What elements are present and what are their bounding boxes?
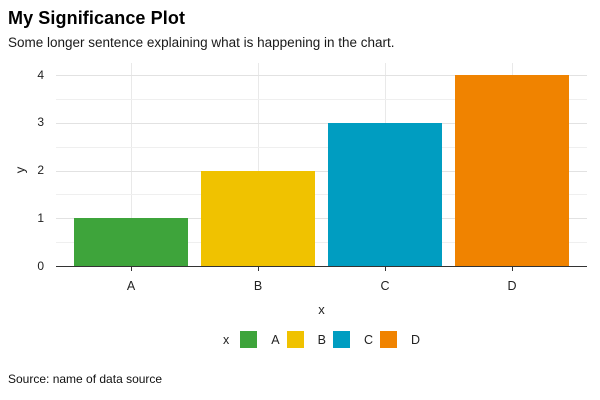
h-gridline-major-2: [56, 170, 587, 172]
x-tick-B: [257, 267, 259, 271]
legend-item-C: C: [332, 331, 373, 348]
legend-label-B: B: [317, 332, 326, 347]
legend-swatch-A: [240, 331, 258, 348]
h-gridline-minor-2.5: [56, 146, 587, 148]
h-gridline-minor-0.5: [56, 242, 587, 244]
bar-A: [74, 218, 188, 266]
h-gridline-major-3: [56, 122, 587, 124]
y-axis-title: y: [12, 166, 28, 174]
legend-swatch-D: [379, 331, 397, 348]
x-tick-label-B: B: [253, 279, 263, 293]
x-tick-D: [511, 267, 513, 271]
bar-C: [328, 122, 442, 266]
x-tick-label-C: C: [380, 279, 390, 293]
chart-title: My Significance Plot: [8, 8, 186, 28]
legend-swatch-C: [332, 331, 350, 348]
y-tick-label-0: 0: [37, 258, 44, 273]
x-tick-C: [384, 267, 386, 271]
h-gridline-minor-3.5: [56, 98, 587, 100]
v-gridline-B: [257, 63, 259, 266]
source-note: Source: name of data source: [8, 372, 163, 386]
x-tick-A: [130, 267, 132, 271]
y-tick-label-1: 1: [37, 210, 44, 225]
y-tick-label-4: 4: [37, 67, 44, 82]
h-gridline-major-4: [56, 75, 587, 76]
legend-item-B: B: [286, 331, 326, 348]
chart-subtitle: Some longer sentence explaining what is …: [8, 35, 395, 50]
y-tick-label-3: 3: [37, 115, 44, 130]
v-gridline-A: [130, 63, 132, 266]
y-tick-label-2: 2: [37, 163, 44, 177]
bar-B: [201, 170, 315, 266]
legend-label-A: A: [271, 332, 280, 347]
x-tick-label-D: D: [507, 279, 517, 293]
plot-area: A B C D 0 1 2 3 4: [37, 63, 587, 293]
legend-item-D: D: [379, 331, 420, 348]
h-gridline-major-1: [56, 218, 587, 220]
x-axis-title: x: [318, 302, 325, 317]
legend-title: x: [223, 332, 230, 347]
x-tick-label-A: A: [126, 279, 136, 293]
legend-swatch-B: [286, 331, 304, 348]
x-axis-line: [56, 266, 587, 267]
legend-label-D: D: [410, 332, 420, 347]
legend-label-C: C: [363, 332, 373, 347]
bar-D: [455, 75, 569, 266]
h-gridline-minor-1.5: [56, 194, 587, 196]
legend-item-A: A: [240, 331, 280, 348]
